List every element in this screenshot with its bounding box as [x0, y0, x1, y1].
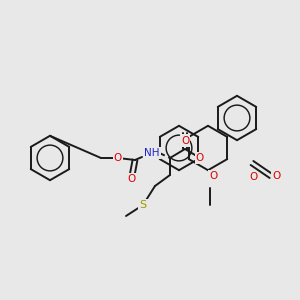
Text: O: O: [181, 136, 189, 146]
Text: S: S: [140, 200, 147, 210]
Text: NH: NH: [144, 148, 160, 158]
Text: O: O: [196, 153, 204, 163]
Text: O: O: [249, 172, 257, 182]
Text: O: O: [209, 171, 217, 181]
Text: O: O: [114, 153, 122, 163]
Text: O: O: [128, 174, 136, 184]
Text: O: O: [273, 171, 281, 181]
Text: O: O: [272, 171, 281, 181]
